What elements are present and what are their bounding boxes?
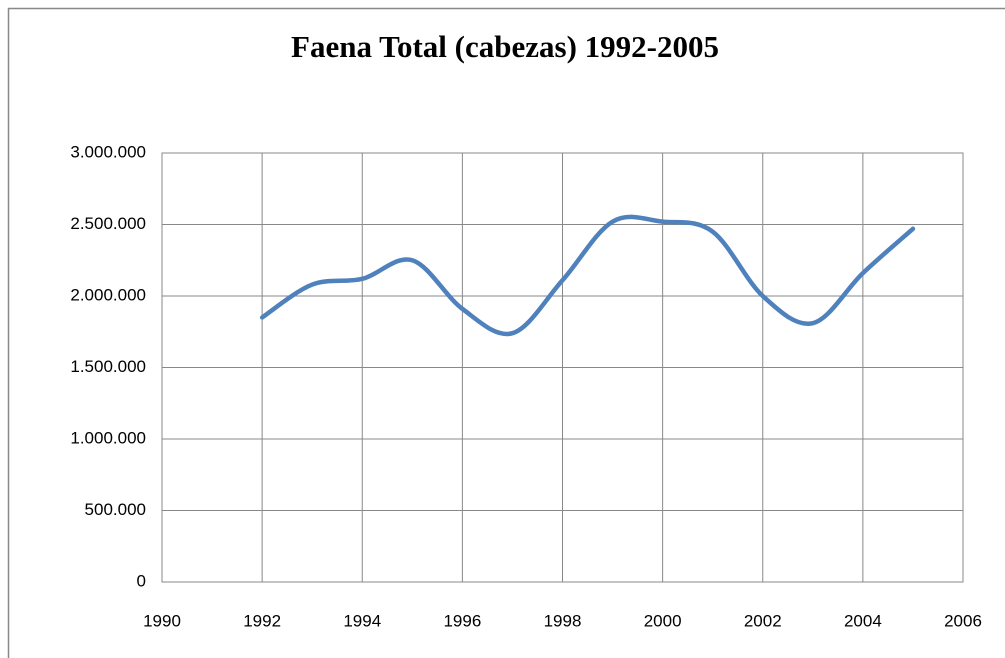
y-tick-label: 3.000.000 <box>70 142 146 161</box>
x-tick-label: 1998 <box>544 611 582 630</box>
x-tick-label: 2006 <box>944 611 982 630</box>
y-tick-label: 1.500.000 <box>70 357 146 376</box>
y-tick-label: 500.000 <box>85 500 146 519</box>
x-tick-label: 2002 <box>744 611 782 630</box>
y-tick-label: 1.000.000 <box>70 428 146 447</box>
x-tick-label: 1992 <box>243 611 281 630</box>
y-tick-label: 2.500.000 <box>70 214 146 233</box>
x-tick-label: 1994 <box>343 611 381 630</box>
y-tick-label: 2.000.000 <box>70 285 146 304</box>
x-tick-label: 1990 <box>143 611 181 630</box>
x-tick-label: 2000 <box>644 611 682 630</box>
y-tick-label: 0 <box>137 571 146 590</box>
x-tick-label: 1996 <box>443 611 481 630</box>
plot-border <box>161 152 964 583</box>
chart-title: Faena Total (cabezas) 1992-2005 <box>291 29 719 64</box>
x-tick-label: 2004 <box>844 611 882 630</box>
data-line <box>259 214 916 337</box>
